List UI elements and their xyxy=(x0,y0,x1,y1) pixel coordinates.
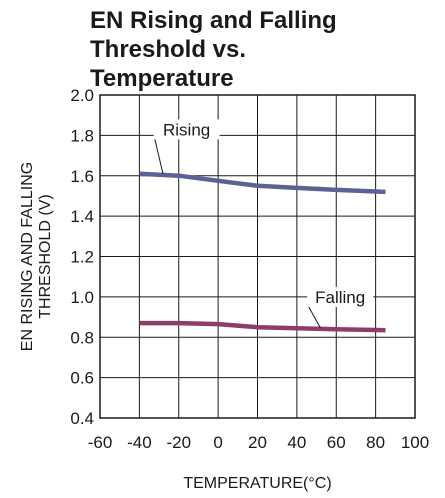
x-tick-label: 0 xyxy=(213,433,222,452)
x-tick-label: -20 xyxy=(166,433,191,452)
y-tick-label: 0.6 xyxy=(70,369,94,388)
y-tick-label: 1.2 xyxy=(70,248,94,267)
y-tick-label: 0.4 xyxy=(70,409,94,428)
series-line-falling xyxy=(139,320,386,333)
x-tick-label: 100 xyxy=(401,433,429,452)
y-tick-label: 1.4 xyxy=(70,207,94,226)
y-tick-label: 1.0 xyxy=(70,288,94,307)
callout-bg-rising xyxy=(153,119,220,140)
x-tick-label: 40 xyxy=(287,433,306,452)
series-group xyxy=(139,171,386,333)
y-tick-label: 2.0 xyxy=(70,86,94,105)
y-axis-label-line-1: EN RISING AND FALLING xyxy=(19,162,36,351)
y-tick-label: 0.8 xyxy=(70,328,94,347)
y-axis-label-line-2: THRESHOLD (V) xyxy=(37,194,54,318)
grid xyxy=(99,94,416,419)
x-tick-label: 20 xyxy=(248,433,267,452)
callout-bg-falling xyxy=(307,286,374,307)
callout-leader-rising xyxy=(154,138,164,174)
x-tick-label: 80 xyxy=(366,433,385,452)
series-label-rising: Rising xyxy=(163,120,210,139)
x-tick-label: -40 xyxy=(127,433,152,452)
y-tick-label: 1.6 xyxy=(70,167,94,186)
plot-frame xyxy=(99,94,416,419)
x-tick-label: 60 xyxy=(327,433,346,452)
series-label-falling: Falling xyxy=(315,288,365,307)
tick-labels: -60 -40 -20 0 20 40 60 80 100 0.4 0.6 0.8 1.0 1.2 1.4 1… xyxy=(70,86,429,452)
y-tick-label: 1.8 xyxy=(70,126,94,145)
x-tick-label: -60 xyxy=(88,433,113,452)
callout-leader-falling xyxy=(307,305,321,329)
chart-title: EN Rising and Falling Threshold vs. Temp… xyxy=(90,7,337,92)
series-line-rising xyxy=(139,171,386,195)
x-axis-label: TEMPERATURE(°C) xyxy=(183,475,331,492)
series-callouts: Rising Falling xyxy=(153,119,374,329)
